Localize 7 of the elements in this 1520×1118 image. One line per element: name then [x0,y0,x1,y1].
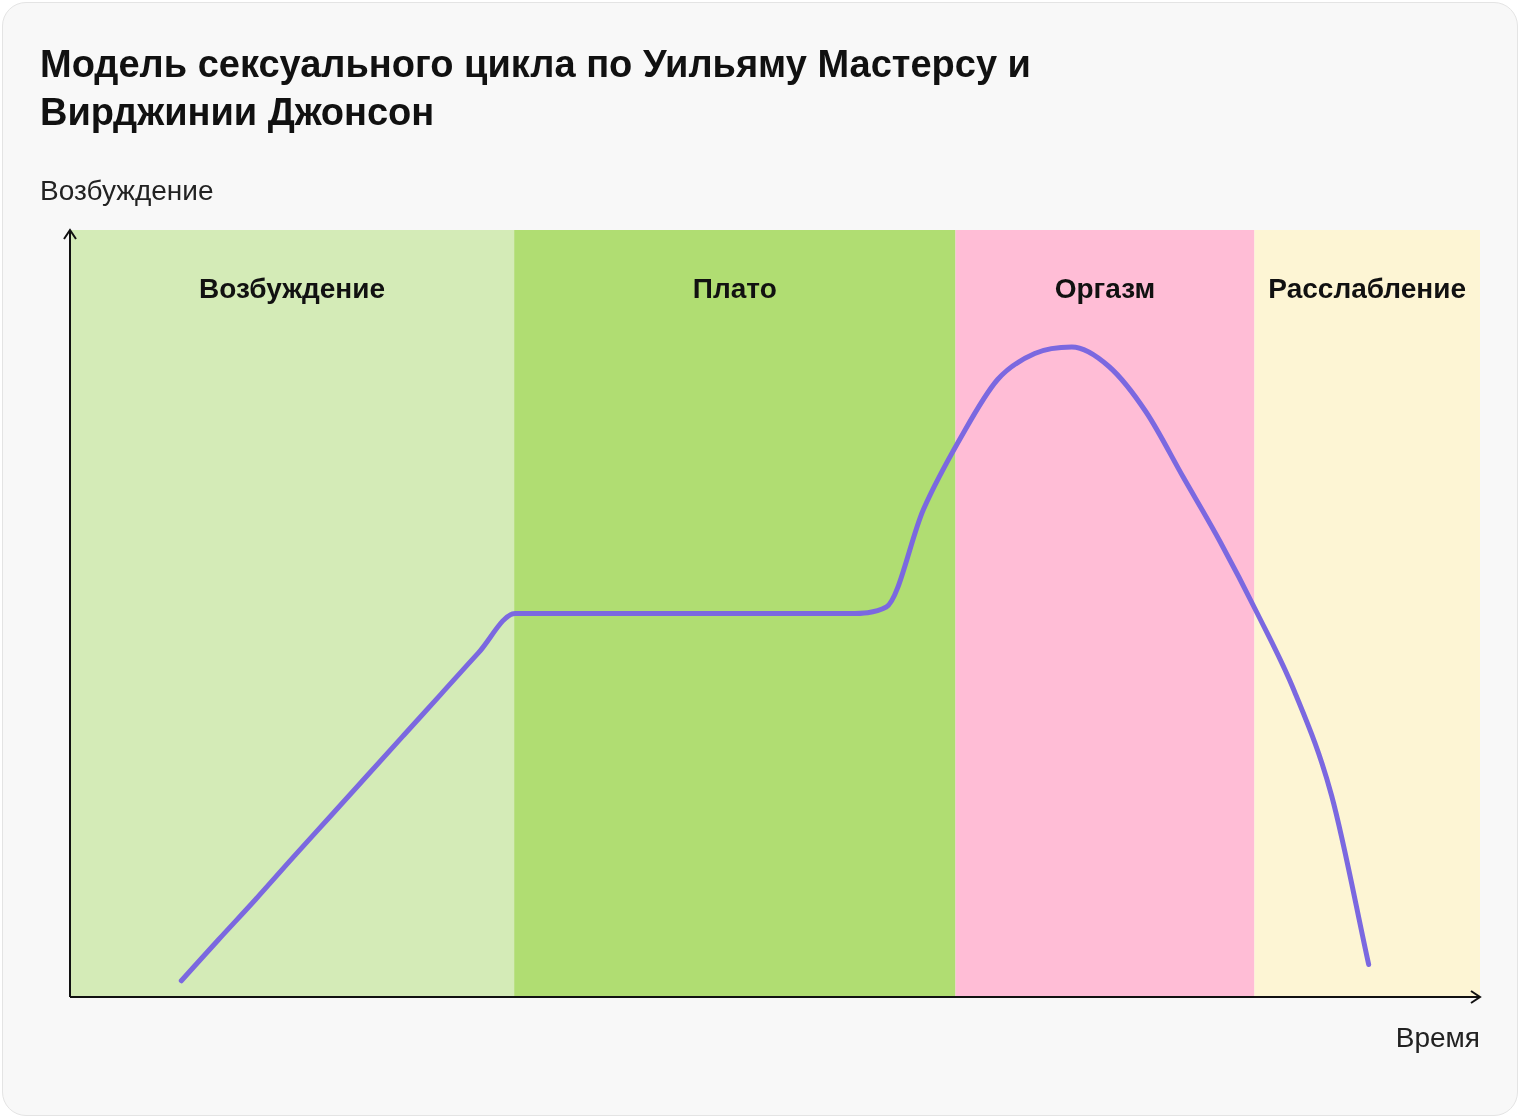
chart-title: Модель сексуального цикла по Уильяму Мастерсу и Вирджинии Джонсон [40,42,1032,135]
text: Расслабление [1268,272,1467,304]
text: Плато [692,272,777,304]
x-axis-title: Время [1395,1021,1480,1053]
text: Возбуждение [40,175,214,206]
text: Возбуждение [199,272,386,304]
text: Оргазм [1054,272,1156,304]
